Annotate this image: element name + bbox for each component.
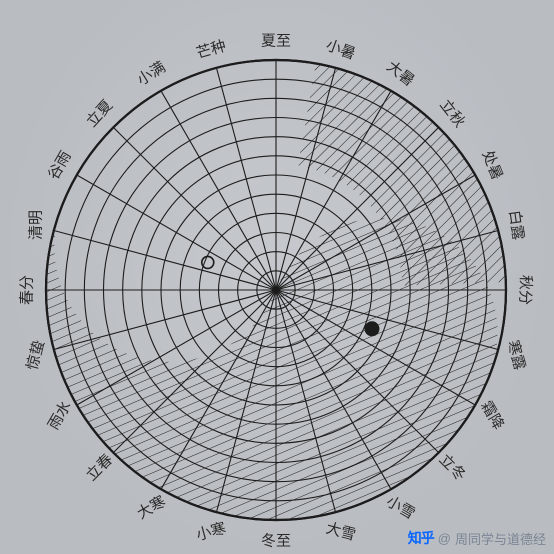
attribution-at: @ [438, 531, 451, 546]
solar-term-label: 秋分 [515, 275, 537, 306]
solar-term-label: 冬至 [261, 530, 291, 551]
attribution: 知乎 @ 周同学与道德经 [408, 528, 546, 548]
zhihu-logo-icon: 知乎 [408, 528, 434, 548]
solar-term-label: 清明 [24, 210, 45, 240]
solar-term-label: 春分 [16, 275, 37, 305]
attribution-author: 周同学与道德经 [455, 529, 546, 548]
solar-term-label: 夏至 [261, 30, 291, 51]
